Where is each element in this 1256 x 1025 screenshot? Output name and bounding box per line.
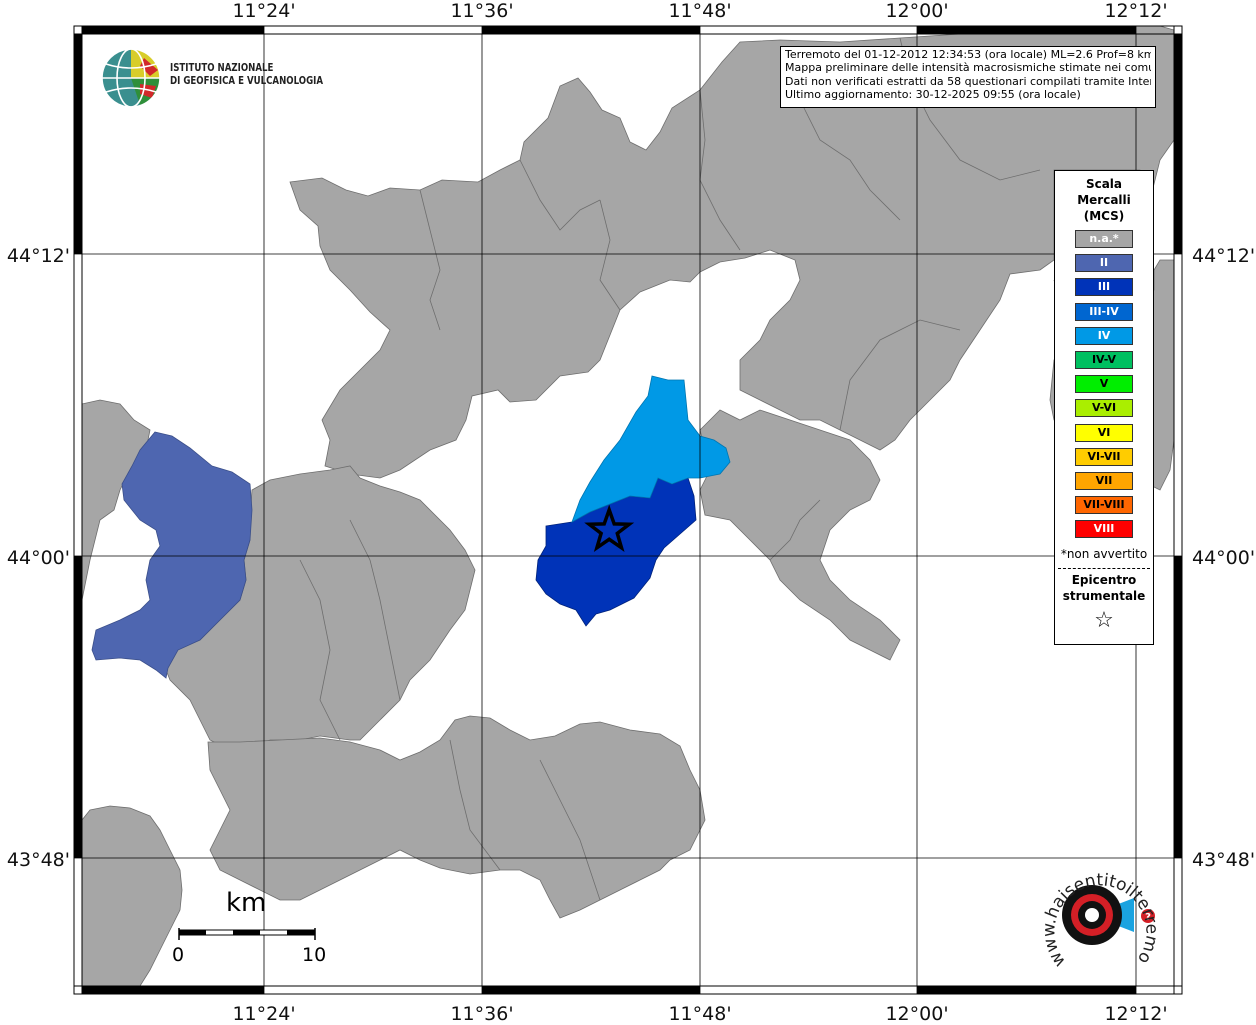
ingv-logo: ISTITUTO NAZIONALE DI GEOFISICA E VULCAN… bbox=[100, 46, 330, 110]
scale-bar: km 0 10 bbox=[170, 888, 340, 968]
municipality-north bbox=[289, 25, 1175, 479]
legend-title-line-1: Scala bbox=[1085, 177, 1123, 191]
epicenter-star-icon bbox=[584, 504, 635, 553]
lat-label-left-2: 44°00' bbox=[6, 547, 70, 569]
ingv-name-line-1: ISTITUTO NAZIONALE bbox=[170, 62, 274, 74]
info-line-data: Dati non verificati estratti da 58 quest… bbox=[785, 74, 1151, 88]
info-line-map: Mappa preliminare delle intensità macros… bbox=[785, 61, 1151, 75]
info-line-update: Ultimo aggiornamento: 30-12-2025 09:55 (… bbox=[785, 88, 1081, 102]
legend-swatch-v: V bbox=[1075, 375, 1133, 394]
municipality-center-east bbox=[699, 409, 901, 661]
legend-swatch-iv-v: IV-V bbox=[1075, 351, 1133, 369]
mcs-legend: Scala Mercalli (MCS) n.a.* II III III-IV IV I… bbox=[1054, 170, 1154, 645]
legend-not-felt-note: *non avvertito bbox=[1060, 547, 1148, 561]
scale-bar-graphic bbox=[178, 928, 316, 940]
municipalities-na bbox=[81, 25, 1175, 987]
legend-swatch-v-vi: V-VI bbox=[1075, 399, 1133, 418]
legend-swatch-iii: III bbox=[1075, 278, 1133, 297]
legend-epicenter-line-1: Epicentro bbox=[1071, 573, 1137, 587]
legend-title-line-2: Mercalli bbox=[1077, 193, 1131, 207]
legend-epicenter-label: Epicentro strumentale bbox=[1055, 572, 1153, 604]
lon-label-bottom-3: 11°48' bbox=[668, 1003, 732, 1025]
municipality-intensity-ii bbox=[91, 431, 253, 679]
ingv-name-line-2: DI GEOFISICA E VULCANOLOGIA bbox=[170, 75, 324, 87]
municipality-south bbox=[207, 715, 706, 919]
legend-swatch-vi-vii: VI-VII bbox=[1075, 447, 1133, 466]
legend-swatch-iv: IV bbox=[1075, 326, 1133, 345]
legend-swatch-vii-viii: VII-VIII bbox=[1075, 496, 1133, 515]
legend-swatch-vi: VI bbox=[1075, 423, 1133, 442]
municipality-intensity-iv bbox=[571, 375, 731, 523]
legend-swatch-iii-iv: III-IV bbox=[1075, 302, 1133, 321]
hsit-logo-text: www.haisentitoilterremoto.it bbox=[1030, 860, 1162, 970]
scale-tick-start: 0 bbox=[172, 944, 185, 966]
lon-label-bottom-1: 11°24' bbox=[232, 1003, 296, 1025]
info-line-event: Terremoto del 01-12-2012 12:34:53 (ora l… bbox=[785, 48, 1151, 61]
legend-swatch-viii: VIII bbox=[1075, 520, 1133, 539]
lat-label-right-3: 43°48' bbox=[1192, 849, 1256, 871]
scale-tick-end: 10 bbox=[302, 944, 327, 966]
graticule bbox=[74, 26, 1182, 994]
lon-label-top-1: 11°24' bbox=[232, 0, 296, 22]
legend-title-line-3: (MCS) bbox=[1083, 209, 1125, 223]
event-info-box: Terremoto del 01-12-2012 12:34:53 (ora l… bbox=[780, 46, 1156, 108]
legend-star-icon: ☆ bbox=[1094, 608, 1114, 633]
hsit-target-icon: ? bbox=[1062, 885, 1155, 945]
lon-label-top-4: 12°00' bbox=[885, 0, 949, 22]
legend-swatch-n-a: n.a.* bbox=[1075, 230, 1133, 248]
legend-title: Scala Mercalli (MCS) bbox=[1055, 176, 1153, 224]
legend-swatch-vii: VII bbox=[1075, 472, 1133, 490]
lat-label-left-1: 44°12' bbox=[6, 245, 70, 267]
lat-label-right-2: 44°00' bbox=[1192, 547, 1256, 569]
map-frame bbox=[73, 25, 1183, 995]
lon-label-top-3: 11°48' bbox=[668, 0, 732, 22]
ingv-globe-icon bbox=[101, 48, 161, 108]
scale-unit: km bbox=[226, 888, 267, 918]
lon-label-top-5: 12°12' bbox=[1104, 0, 1168, 22]
svg-text:?: ? bbox=[1145, 912, 1151, 923]
legend-epicenter-line-2: strumentale bbox=[1062, 589, 1146, 603]
legend-divider bbox=[1058, 568, 1150, 569]
hsit-logo: ? www.haisentitoilterremoto.it bbox=[1030, 860, 1180, 980]
lat-label-right-1: 44°12' bbox=[1192, 245, 1256, 267]
lon-label-bottom-4: 12°00' bbox=[885, 1003, 949, 1025]
lon-label-bottom-5: 12°12' bbox=[1104, 1003, 1168, 1025]
svg-text:www.haisentitoilterremoto.it: www.haisentitoilterremoto.it bbox=[1030, 860, 1162, 970]
legend-swatch-ii: II bbox=[1075, 254, 1133, 273]
lat-label-left-3: 43°48' bbox=[6, 849, 70, 871]
lon-label-top-2: 11°36' bbox=[450, 0, 514, 22]
municipality-southwest bbox=[81, 805, 183, 987]
lon-label-bottom-2: 11°36' bbox=[450, 1003, 514, 1025]
